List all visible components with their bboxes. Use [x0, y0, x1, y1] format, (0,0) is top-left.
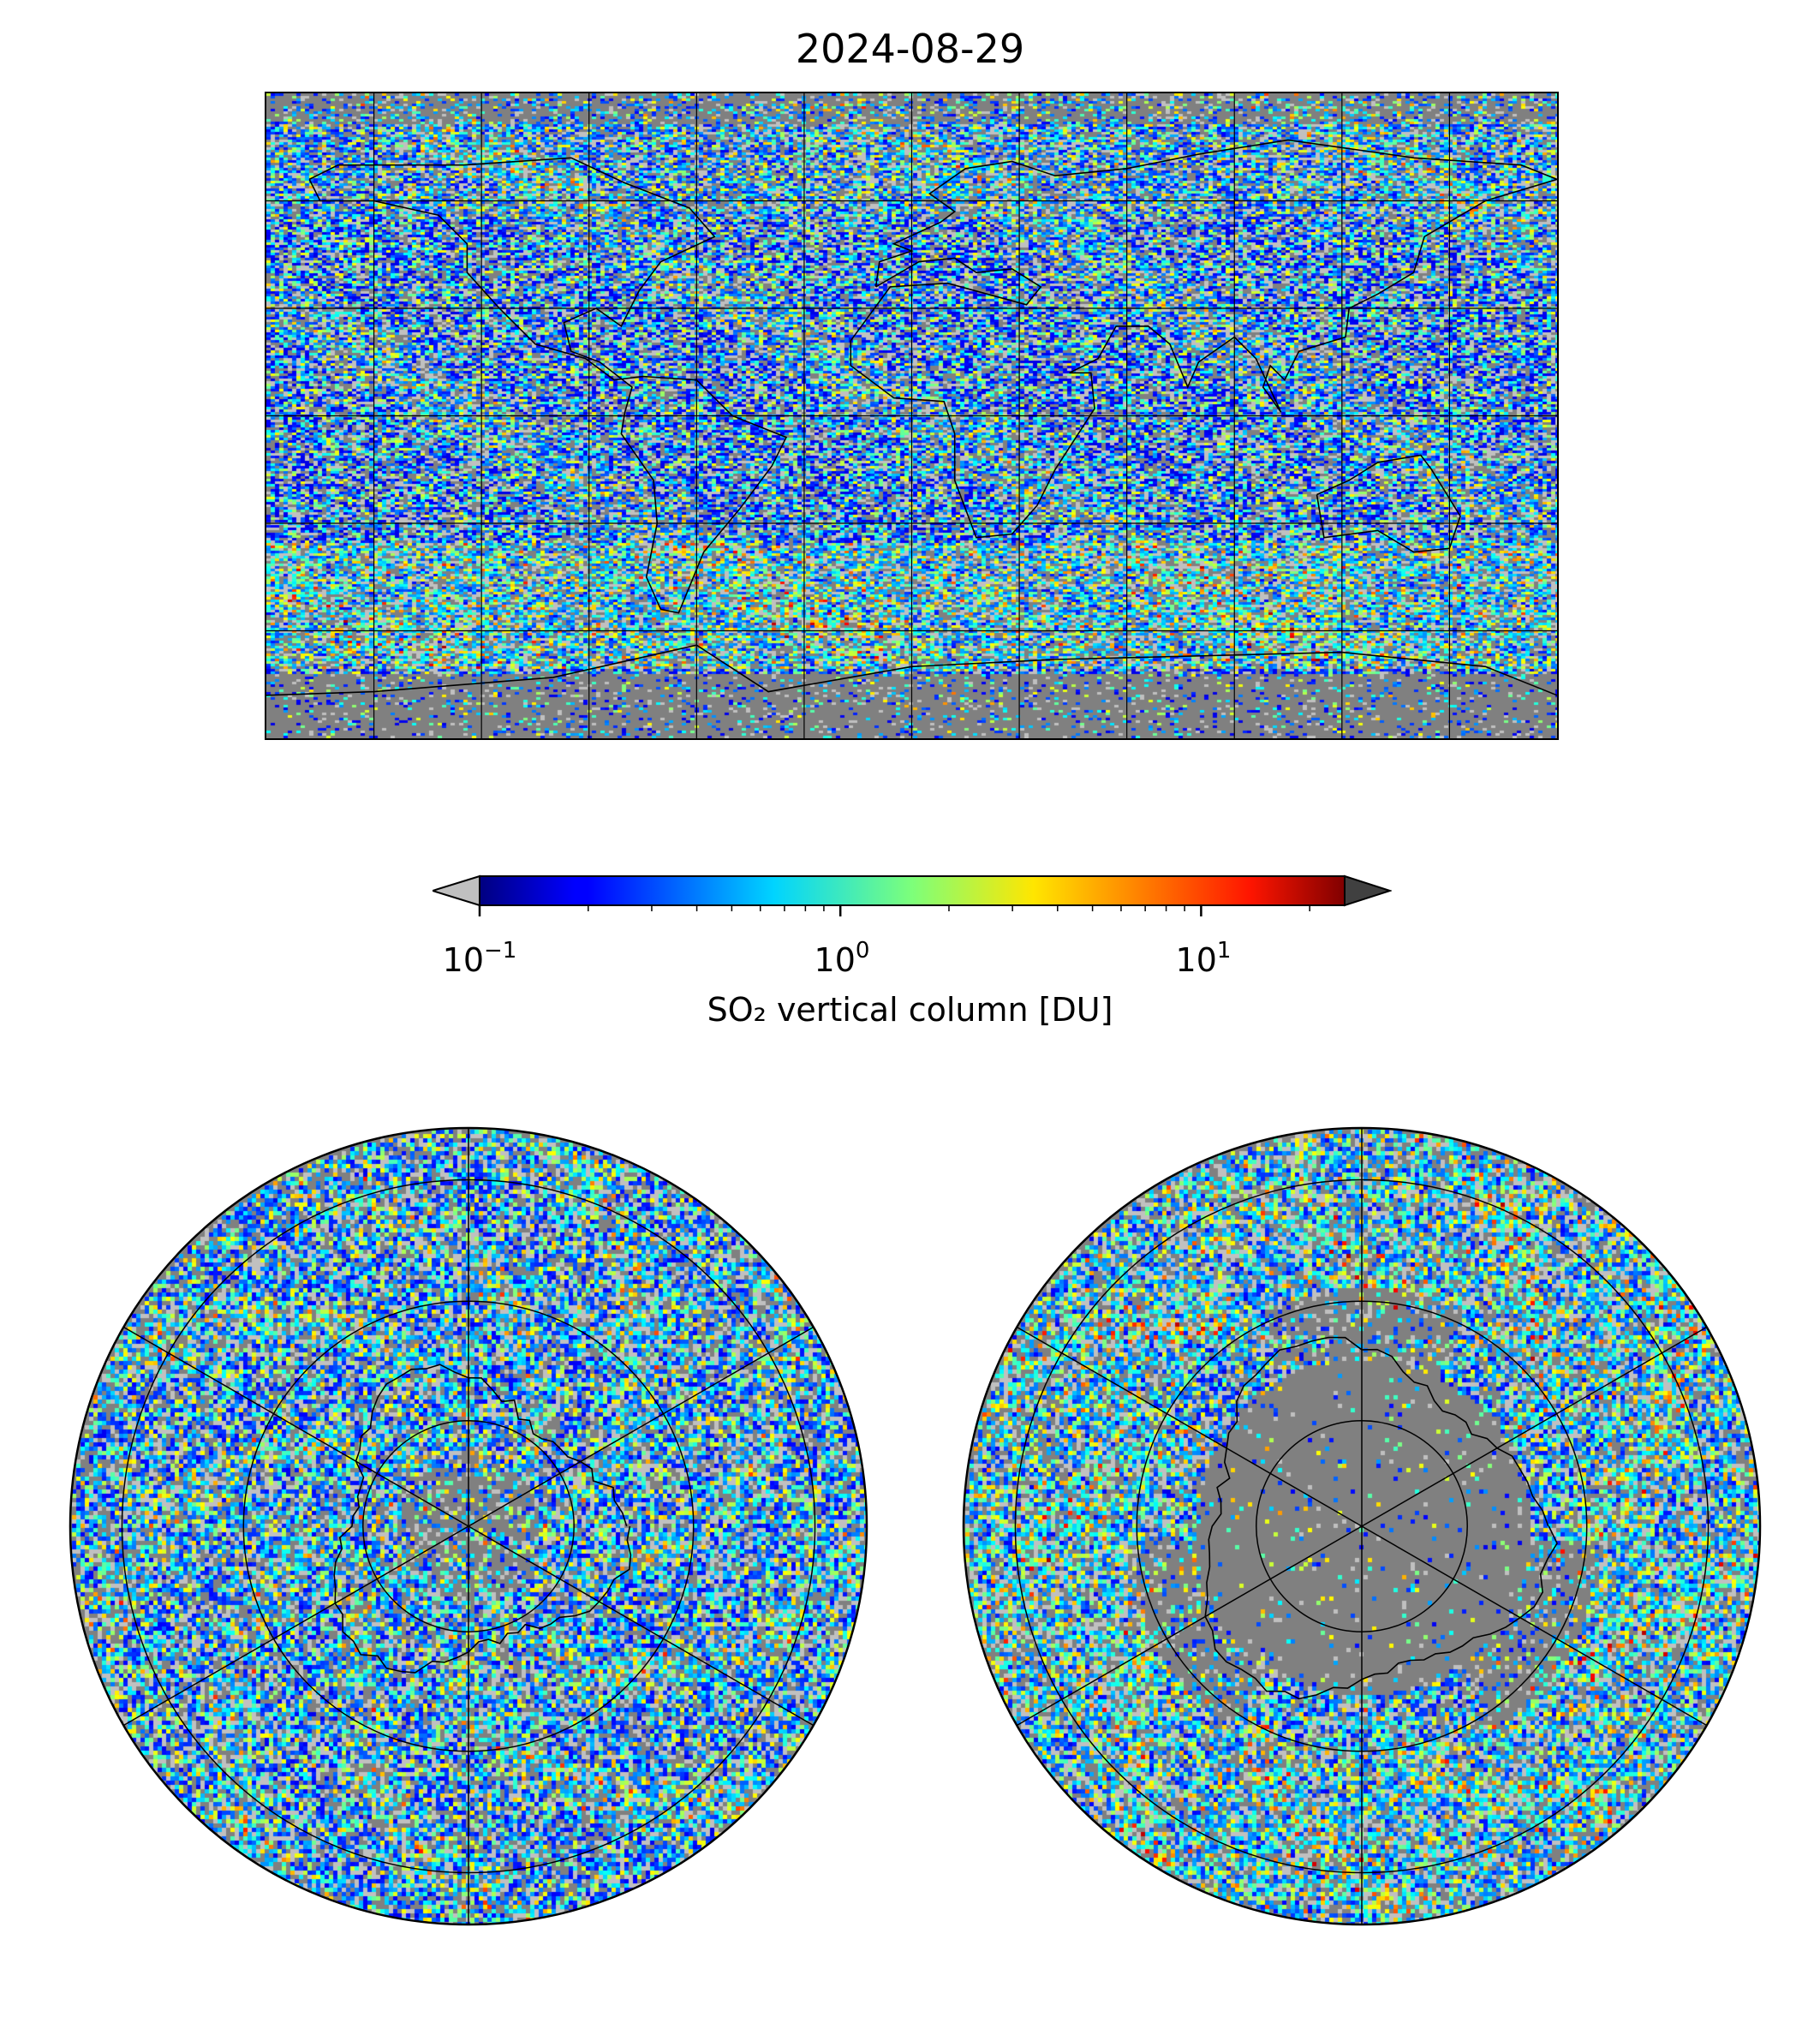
colorbar-label: SO₂ vertical column [DU]	[707, 991, 1113, 1029]
colorbar-ticks	[478, 905, 1310, 916]
colorbar-gradient	[479, 875, 1346, 906]
coastline-and-grid-layer	[962, 1126, 1762, 1926]
global-so2-map	[265, 92, 1559, 740]
figure-title: 2024-08-29	[795, 26, 1025, 72]
meridian-line	[122, 1525, 469, 1727]
meridian-line	[468, 1326, 815, 1527]
meridian-line	[1016, 1525, 1363, 1727]
colorbar-under-extension	[433, 874, 480, 907]
coastline	[850, 139, 1557, 539]
meridian-line	[122, 1326, 469, 1527]
meridian-line	[468, 1525, 815, 1727]
coastline	[1316, 454, 1461, 553]
coastline-and-grid-layer	[69, 1126, 868, 1926]
colorbar-tick-label: 100	[814, 938, 870, 979]
coastline	[308, 157, 788, 614]
meridian-line	[1016, 1326, 1363, 1527]
map-boundary	[962, 1126, 1762, 1926]
colorbar-over-extension	[1344, 874, 1392, 907]
coastline-and-grid-layer	[266, 93, 1557, 738]
coastline	[333, 1364, 632, 1674]
colorbar-tick-label: 10−1	[442, 938, 517, 979]
colorbar-tick-label: 101	[1175, 938, 1232, 979]
colorbar	[433, 874, 1392, 916]
meridian-line	[1361, 1326, 1708, 1527]
map-boundary	[69, 1126, 868, 1926]
coastline	[1204, 1336, 1558, 1700]
north-polar-map	[68, 1125, 869, 1927]
coastline	[266, 644, 1557, 696]
meridian-line	[1361, 1525, 1708, 1727]
south-polar-map	[961, 1125, 1763, 1927]
